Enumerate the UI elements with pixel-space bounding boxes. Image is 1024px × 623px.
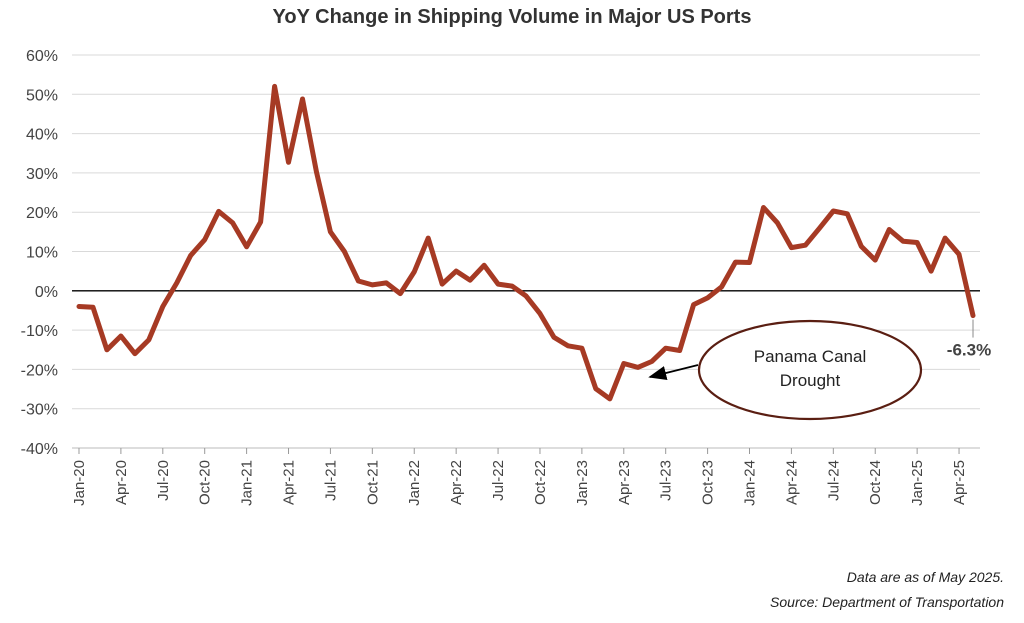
x-tick-label: Apr-21 — [281, 460, 298, 505]
footnote-source: Source: Department of Transportation — [770, 594, 1004, 610]
x-tick-label: Oct-21 — [364, 460, 381, 505]
y-tick-label: -30% — [21, 402, 58, 419]
annotation-arrow — [648, 364, 699, 381]
x-tick-label: Jul-24 — [825, 460, 842, 501]
y-tick-label: 30% — [26, 166, 58, 183]
x-tick-label: Jan-24 — [742, 460, 759, 506]
y-tick-label: -10% — [21, 323, 58, 340]
x-tick-label: Jan-22 — [406, 460, 423, 506]
x-tick-label: Jan-25 — [909, 460, 926, 506]
x-axis-ticks — [78, 448, 960, 454]
y-tick-label: 40% — [26, 127, 58, 144]
x-tick-label: Jan-21 — [239, 460, 256, 506]
x-tick-label: Oct-23 — [700, 460, 717, 505]
annotation-text-line1: Panama Canal — [754, 347, 866, 366]
x-tick-label: Apr-23 — [616, 460, 633, 505]
y-tick-label: -20% — [21, 362, 58, 379]
x-tick-label: Oct-24 — [867, 460, 884, 505]
x-tick-label: Jul-23 — [658, 460, 675, 501]
x-tick-label: Jul-20 — [155, 460, 172, 501]
y-tick-label: -40% — [21, 441, 58, 458]
y-tick-label: 10% — [26, 245, 58, 262]
x-tick-label: Apr-24 — [783, 460, 800, 505]
y-axis-tick-labels: -40% -30% -20% -10% 0% 10% 20% 30% 40% 50% 60% — [21, 48, 58, 458]
y-tick-label: 0% — [35, 284, 58, 301]
y-tick-label: 50% — [26, 87, 58, 104]
x-tick-label: Jul-21 — [322, 460, 339, 501]
annotation-callout: Panama Canal Drought — [648, 319, 923, 421]
y-tick-label: 60% — [26, 48, 58, 65]
x-tick-label: Apr-22 — [448, 460, 465, 505]
x-axis-tick-labels: Jan-20 Apr-20 Jul-20 Oct-20 Jan-21 Apr-21 Jul-… — [71, 460, 968, 506]
x-tick-label: Jan-20 — [71, 460, 88, 506]
last-value-label: -6.3% — [947, 341, 991, 360]
x-tick-label: Jan-23 — [574, 460, 591, 506]
footnote-date: Data are as of May 2025. — [846, 569, 1004, 585]
x-tick-label: Apr-25 — [951, 460, 968, 505]
annotation-ellipse — [697, 319, 923, 421]
annotation-text-line2: Drought — [780, 371, 841, 390]
x-tick-label: Jul-22 — [490, 460, 507, 501]
x-tick-label: Apr-20 — [113, 460, 130, 505]
y-tick-label: 20% — [26, 205, 58, 222]
x-tick-label: Oct-20 — [197, 460, 214, 505]
chart-title: YoY Change in Shipping Volume in Major U… — [272, 6, 752, 28]
data-points — [78, 86, 974, 399]
x-tick-label: Oct-22 — [532, 460, 549, 505]
